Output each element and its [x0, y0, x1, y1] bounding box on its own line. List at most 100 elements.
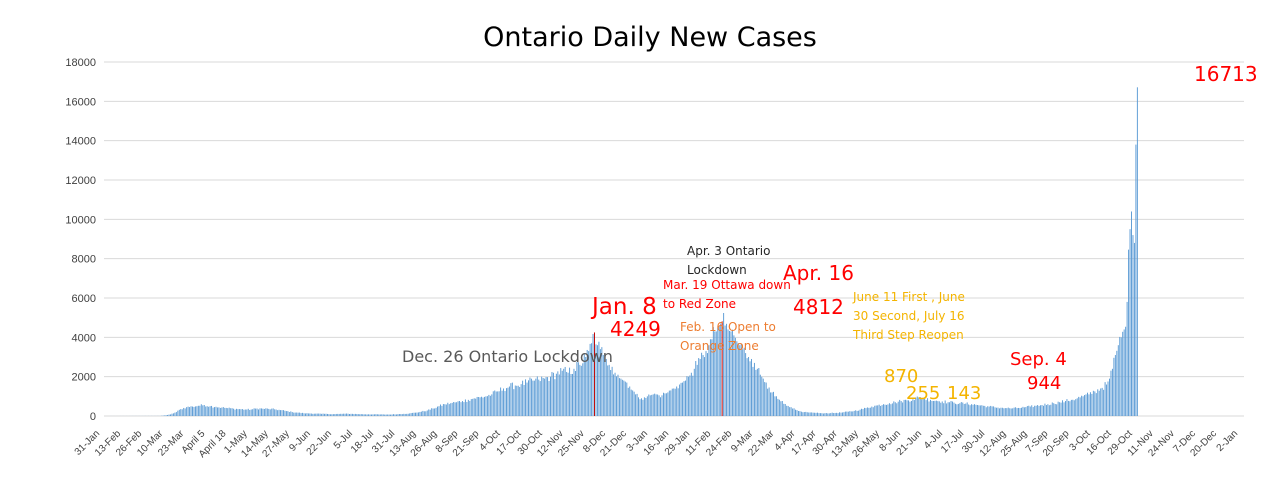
bar	[205, 406, 207, 416]
bar	[784, 404, 786, 416]
bar	[765, 382, 767, 416]
bar	[630, 389, 632, 416]
bar	[806, 412, 808, 416]
bar	[299, 412, 301, 416]
bar	[839, 412, 841, 416]
bar	[827, 413, 829, 416]
bar	[1069, 401, 1071, 416]
bar	[497, 391, 499, 416]
bar	[349, 414, 350, 416]
bar	[1089, 392, 1091, 416]
bar	[409, 413, 411, 416]
bar	[1035, 405, 1037, 416]
bar	[208, 406, 210, 416]
bar	[906, 400, 908, 416]
bar	[390, 414, 392, 416]
bar	[875, 405, 877, 416]
bar	[660, 397, 662, 416]
bar	[343, 413, 345, 416]
bar	[624, 381, 626, 416]
bar	[214, 407, 215, 416]
bar	[831, 412, 833, 416]
bar	[307, 413, 309, 416]
bar	[467, 399, 469, 416]
bar	[280, 410, 282, 416]
bar	[1038, 405, 1040, 416]
bar	[588, 351, 590, 416]
bar	[928, 401, 930, 416]
bar	[946, 403, 948, 416]
bar	[648, 394, 650, 416]
bar	[859, 409, 861, 416]
bar	[473, 398, 475, 416]
bar	[751, 358, 752, 416]
bar	[850, 411, 852, 416]
bar	[464, 399, 466, 416]
bar	[607, 365, 609, 416]
bar	[580, 365, 582, 416]
bar	[616, 376, 617, 416]
bar	[971, 404, 973, 416]
bar	[475, 398, 477, 416]
bar	[230, 408, 232, 416]
bar	[1076, 398, 1078, 416]
bar	[316, 413, 318, 416]
bar	[962, 402, 964, 416]
bar	[558, 374, 560, 416]
bar	[561, 370, 563, 416]
bar	[545, 377, 547, 416]
bar	[1050, 404, 1052, 416]
bar	[858, 410, 860, 416]
bar	[915, 397, 917, 416]
bar	[698, 358, 700, 416]
bar	[312, 413, 314, 416]
bar	[786, 405, 788, 416]
bar	[789, 407, 791, 416]
bar	[1072, 399, 1074, 416]
bar	[202, 405, 204, 416]
bar	[569, 367, 571, 416]
bar	[918, 397, 920, 416]
bar	[865, 408, 867, 416]
bar	[727, 329, 729, 416]
bar	[278, 409, 280, 416]
bar	[492, 391, 494, 416]
bar	[969, 405, 971, 416]
bar	[442, 404, 444, 416]
bar	[753, 362, 755, 416]
bar	[924, 398, 926, 416]
bar	[685, 380, 686, 416]
bar	[284, 410, 286, 416]
bar	[432, 408, 434, 416]
bar	[699, 358, 701, 416]
bar	[331, 414, 333, 416]
bar	[428, 409, 430, 416]
bar	[957, 403, 959, 416]
bar	[1023, 407, 1025, 416]
bar	[431, 408, 433, 416]
bar	[730, 331, 732, 416]
bar	[828, 413, 830, 416]
bar	[633, 391, 635, 416]
bar	[381, 414, 383, 416]
bar	[916, 396, 918, 416]
bar	[988, 406, 990, 416]
bar	[1015, 407, 1017, 416]
bar	[1031, 405, 1033, 416]
bar	[737, 343, 739, 416]
bar	[996, 407, 997, 416]
bar	[704, 357, 706, 416]
bar	[997, 407, 999, 416]
bar	[318, 413, 320, 416]
bar	[1103, 389, 1105, 416]
bar	[532, 380, 534, 416]
bar	[434, 408, 436, 416]
annotation-label: to Red Zone	[663, 297, 736, 311]
annotation-label: 4249	[610, 317, 661, 341]
bar	[263, 408, 265, 416]
bar	[726, 323, 728, 416]
bar	[262, 408, 264, 416]
bar	[803, 412, 805, 416]
bar	[347, 413, 349, 416]
